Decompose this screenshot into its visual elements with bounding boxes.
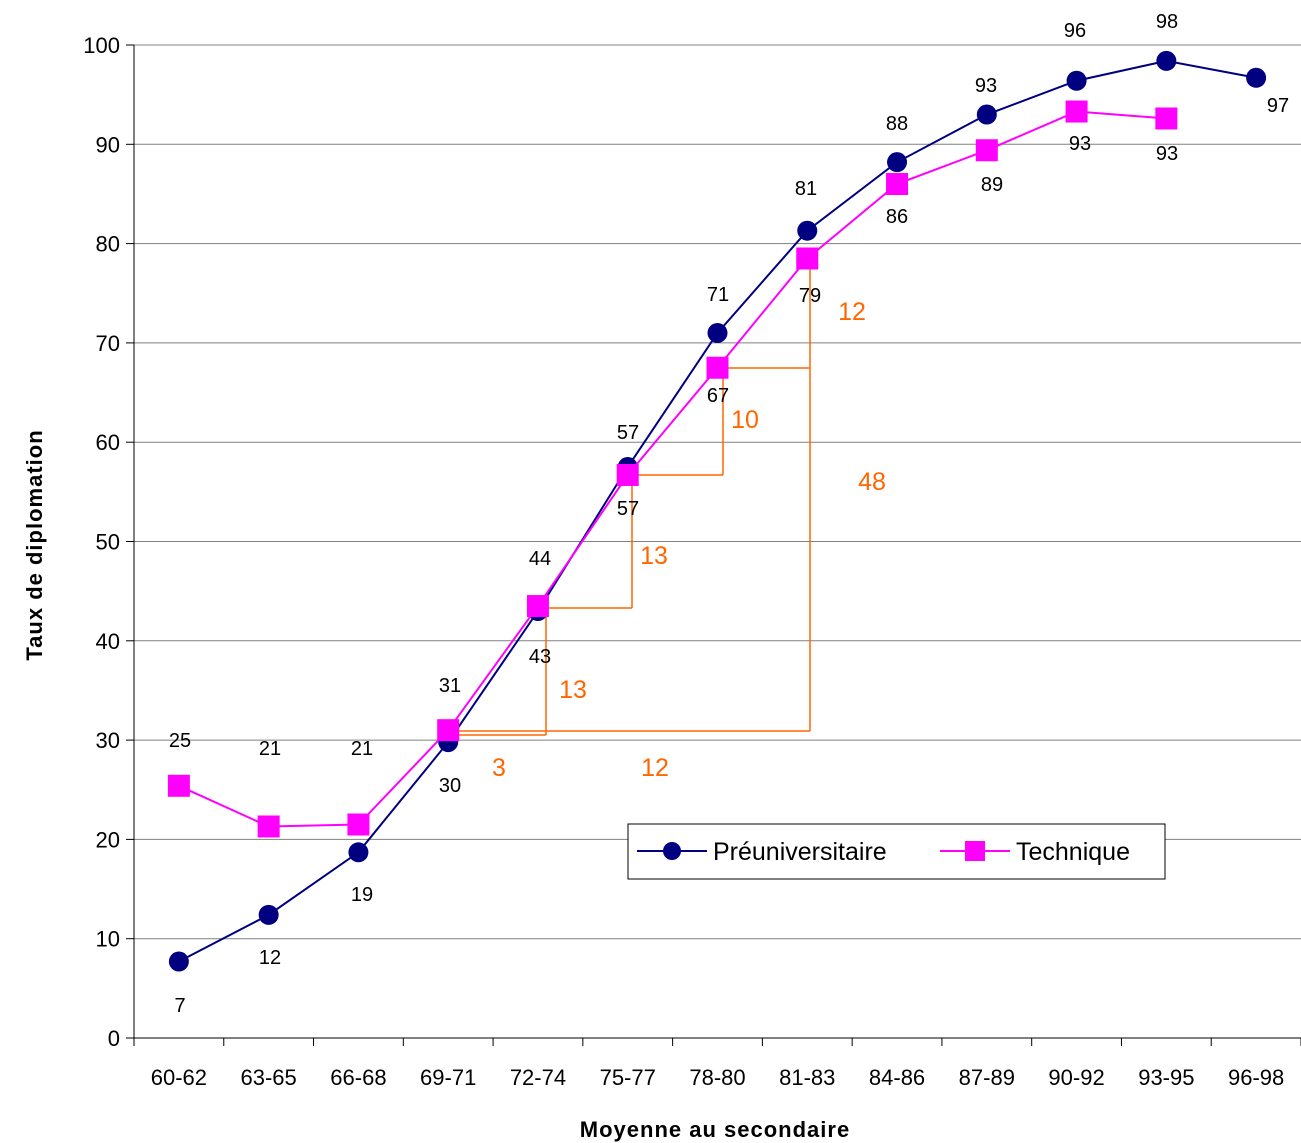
series-line-technique	[178, 110, 1167, 828]
x-tick-label-75-77: 75-77	[600, 1065, 656, 1090]
annotation-labels: 3 12 13 13 10 12 48	[492, 298, 886, 782]
annotation-label-6: 48	[858, 468, 886, 496]
x-tick-label-60-62: 60-62	[151, 1065, 207, 1090]
point-preuniversitaire-60-62	[168, 951, 189, 972]
y-tick-label-20: 20	[96, 827, 120, 852]
data-label-preuniversitaire-90-92: 96	[1064, 20, 1086, 42]
point-preuniversitaire-66-68	[348, 842, 369, 863]
point-preuniversitaire-96-98	[1246, 67, 1267, 88]
annotation-label-5: 12	[838, 298, 866, 326]
axes	[126, 44, 1301, 1046]
annotation-label-4: 10	[731, 406, 759, 434]
data-label-preuniversitaire-78-80: 71	[707, 284, 729, 306]
data-label-technique-93-95: 93	[1156, 143, 1178, 165]
x-tick-label-69-71: 69-71	[420, 1065, 476, 1090]
x-axis-title: Moyenne au secondaire	[580, 1117, 850, 1142]
y-axis-title: Taux de diplomation	[22, 429, 47, 660]
annotation-label-2: 13	[559, 676, 587, 704]
data-label-preuniversitaire-69-71: 30	[439, 775, 461, 797]
data-label-technique-66-68: 21	[351, 738, 373, 760]
y-tick-label-90: 90	[96, 132, 120, 157]
point-preuniversitaire-81-83	[797, 220, 818, 241]
x-tick-label-78-80: 78-80	[689, 1065, 745, 1090]
y-tick-label-50: 50	[96, 530, 120, 555]
legend-marker-technique	[965, 841, 985, 861]
point-preuniversitaire-78-80	[707, 322, 728, 343]
point-preuniversitaire-93-95	[1156, 50, 1177, 71]
data-label-technique-69-71: 31	[439, 675, 461, 697]
data-label-preuniversitaire-60-62: 7	[174, 995, 185, 1017]
data-label-preuniversitaire-63-65: 12	[259, 947, 281, 969]
y-tick-label-60: 60	[96, 430, 120, 455]
data-label-preuniversitaire-81-83: 81	[795, 178, 817, 200]
y-tick-label-30: 30	[96, 728, 120, 753]
x-tick-label-96-98: 96-98	[1228, 1065, 1284, 1090]
y-tick-label-80: 80	[96, 232, 120, 257]
x-tick-label-72-74: 72-74	[510, 1065, 566, 1090]
x-tick-labels: 60-62 63-65 66-68 69-71 72-74 75-77 78-80 81-83…	[151, 1065, 1285, 1090]
point-technique-84-86	[886, 173, 909, 196]
data-label-preuniversitaire-84-86: 88	[886, 113, 908, 135]
point-technique-72-74	[526, 595, 549, 618]
data-label-technique-60-62: 25	[169, 730, 191, 752]
data-label-technique-78-80: 67	[707, 385, 729, 407]
point-technique-90-92	[1065, 100, 1088, 123]
data-label-technique-81-83: 79	[799, 285, 821, 307]
y-tick-label-0: 0	[108, 1026, 120, 1051]
data-labels: 7 12 19 30 43 57 71 81 88 93 96 98 97 25 21 21 31 44 57 67 7…	[169, 11, 1289, 1017]
y-tick-label-40: 40	[96, 629, 120, 654]
data-label-preuniversitaire-87-89: 93	[975, 75, 997, 97]
data-label-technique-63-65: 21	[259, 738, 281, 760]
x-tick-label-81-83: 81-83	[779, 1065, 835, 1090]
point-preuniversitaire-63-65	[258, 904, 279, 925]
point-technique-60-62	[167, 774, 190, 797]
x-tick-label-90-92: 90-92	[1048, 1065, 1104, 1090]
point-technique-87-89	[975, 139, 998, 162]
data-label-preuniversitaire-75-77: 57	[617, 422, 639, 444]
data-label-technique-72-74: 44	[529, 548, 551, 570]
data-label-technique-84-86: 86	[886, 206, 908, 228]
data-label-preuniversitaire-72-74: 43	[529, 646, 551, 668]
x-tick-label-93-95: 93-95	[1138, 1065, 1194, 1090]
annotation-label-1: 12	[641, 754, 669, 782]
data-label-technique-90-92: 93	[1069, 133, 1091, 155]
annotation-label-0: 3	[492, 754, 506, 782]
point-preuniversitaire-87-89	[976, 104, 997, 125]
data-label-preuniversitaire-93-95: 98	[1156, 11, 1178, 33]
point-technique-78-80	[706, 356, 729, 379]
data-label-preuniversitaire-96-98: 97	[1267, 95, 1289, 117]
y-tick-label-70: 70	[96, 331, 120, 356]
data-label-technique-75-77: 57	[617, 498, 639, 520]
gridlines	[134, 44, 1301, 940]
x-tick-label-63-65: 63-65	[241, 1065, 297, 1090]
point-preuniversitaire-90-92	[1066, 70, 1087, 91]
point-technique-93-95	[1155, 107, 1178, 130]
annotation-label-3: 13	[640, 542, 668, 570]
x-tick-label-66-68: 66-68	[330, 1065, 386, 1090]
legend: Préuniversitaire Technique	[627, 823, 1166, 880]
point-preuniversitaire-84-86	[887, 152, 908, 173]
y-tick-label-100: 100	[83, 33, 120, 58]
y-tick-label-10: 10	[96, 927, 120, 952]
series-group	[167, 50, 1267, 972]
annotation-lines	[446, 258, 811, 736]
point-technique-66-68	[347, 813, 370, 836]
legend-label-technique: Technique	[1016, 838, 1130, 866]
legend-box	[627, 823, 1166, 880]
point-technique-75-77	[616, 463, 639, 486]
x-tick-label-87-89: 87-89	[959, 1065, 1015, 1090]
point-technique-81-83	[796, 247, 819, 270]
y-tick-labels: 0 10 20 30 40 50 60 70 80 90 100	[83, 33, 120, 1051]
x-tick-label-84-86: 84-86	[869, 1065, 925, 1090]
data-label-technique-87-89: 89	[981, 174, 1003, 196]
point-technique-69-71	[437, 719, 460, 742]
legend-marker-preuniversitaire	[663, 842, 681, 860]
legend-label-preuniversitaire: Préuniversitaire	[713, 838, 887, 866]
data-label-preuniversitaire-66-68: 19	[351, 884, 373, 906]
point-technique-63-65	[257, 815, 280, 838]
